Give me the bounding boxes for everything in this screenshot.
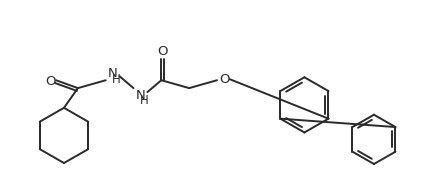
Text: H: H [140, 94, 149, 108]
Text: N: N [108, 67, 118, 80]
Text: H: H [112, 73, 121, 86]
Text: N: N [135, 89, 145, 102]
Text: O: O [157, 45, 167, 58]
Text: O: O [220, 73, 230, 86]
Text: O: O [45, 75, 55, 88]
